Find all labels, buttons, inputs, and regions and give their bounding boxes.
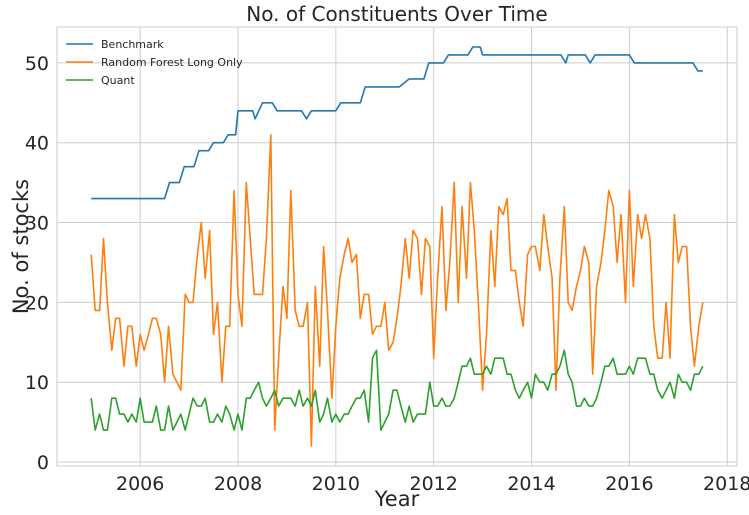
x-tick-label: 2010 xyxy=(312,473,360,495)
y-tick-label: 40 xyxy=(25,133,49,155)
gridlines xyxy=(57,27,737,466)
series-layer xyxy=(90,46,704,447)
y-tick-label: 20 xyxy=(25,292,49,314)
chart-title: No. of Constituents Over Time xyxy=(246,2,547,26)
y-tick-label: 0 xyxy=(37,452,49,474)
x-tick-label: 2008 xyxy=(214,473,262,495)
series-line-quant xyxy=(90,349,704,431)
y-tick-labels: 0 10 20 30 40 50 xyxy=(25,53,49,474)
x-tick-label: 2006 xyxy=(116,473,164,495)
y-tick-label: 50 xyxy=(25,53,49,75)
legend-label: Random Forest Long Only xyxy=(101,56,243,69)
series-line-benchmark xyxy=(91,46,703,200)
legend-label: Benchmark xyxy=(101,38,164,51)
x-tick-label: 2018 xyxy=(703,473,749,495)
x-tick-label: 2016 xyxy=(605,473,653,495)
y-tick-label: 30 xyxy=(25,213,49,235)
x-tick-label: 2012 xyxy=(410,473,458,495)
x-tick-label: 2014 xyxy=(507,473,555,495)
x-axis-label: Year xyxy=(374,487,420,511)
y-axis-label: No. of stocks xyxy=(9,179,33,314)
y-tick-label: 10 xyxy=(25,372,49,394)
plot-frame xyxy=(56,26,738,467)
legend: Benchmark Random Forest Long Only Quant xyxy=(66,38,243,87)
x-tick-labels: 2006 2008 2010 2012 2014 2016 2018 xyxy=(116,473,749,495)
series-line-random-forest-long-only xyxy=(90,134,704,447)
legend-label: Quant xyxy=(101,74,135,87)
